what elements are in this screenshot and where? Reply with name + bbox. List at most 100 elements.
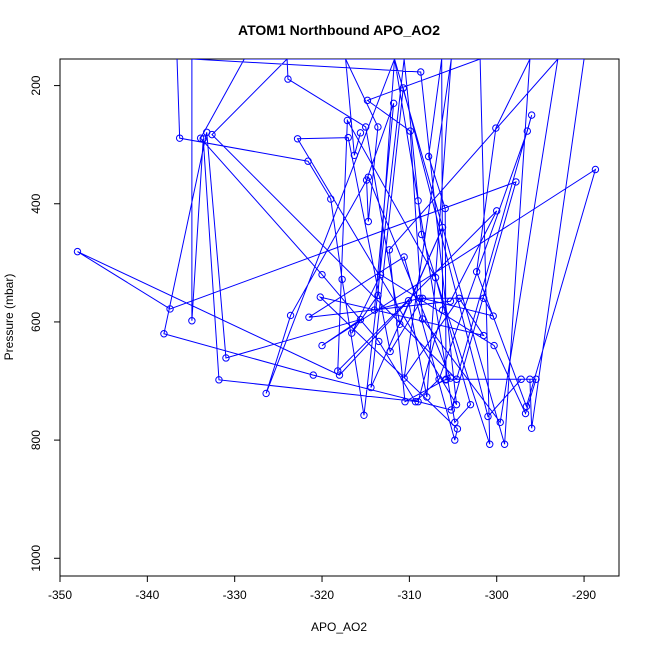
data-point — [363, 96, 372, 105]
chart-title: ATOM1 Northbound APO_AO2 — [238, 22, 440, 38]
y-tick-label: 800 — [29, 430, 43, 450]
data-point — [293, 135, 302, 143]
data-point — [318, 270, 326, 279]
data-point — [447, 406, 455, 414]
data-point — [73, 247, 82, 256]
data-point — [472, 268, 481, 276]
data-point — [344, 133, 352, 142]
data-point — [304, 157, 312, 165]
data-point — [418, 315, 427, 323]
data-point — [374, 291, 382, 300]
data-point — [417, 68, 425, 76]
data-point — [399, 84, 407, 92]
data-point — [188, 317, 196, 325]
data-point — [417, 230, 426, 239]
data-point — [309, 371, 317, 379]
data-point — [521, 409, 530, 418]
data-point — [591, 165, 600, 174]
data-point — [175, 134, 184, 142]
y-tick-label: 400 — [29, 193, 43, 213]
plot-area — [73, 59, 600, 448]
data-point — [423, 393, 431, 401]
x-tick-label: -330 — [223, 588, 247, 602]
y-tick-label: 600 — [29, 312, 43, 332]
data-point — [424, 152, 433, 161]
data-point — [496, 418, 504, 427]
data-point — [404, 296, 413, 305]
data-point — [370, 306, 379, 314]
data-point — [416, 294, 424, 302]
data-point — [479, 294, 488, 302]
x-tick-label: -320 — [310, 588, 334, 602]
data-point — [455, 294, 463, 302]
data-point — [362, 123, 370, 131]
data-point — [335, 371, 344, 379]
data-point — [438, 223, 447, 232]
data-point — [517, 375, 525, 383]
data-point — [389, 99, 398, 108]
data-point — [362, 176, 371, 184]
data-point — [203, 128, 211, 136]
data-point — [486, 440, 494, 448]
data-point — [215, 376, 223, 384]
data-point — [479, 331, 488, 340]
data-point — [414, 398, 422, 406]
data-point — [466, 400, 475, 409]
data-point — [527, 424, 536, 432]
x-tick-label: -300 — [485, 588, 509, 602]
data-point — [396, 320, 404, 328]
data-point — [452, 400, 461, 409]
data-point — [305, 313, 313, 321]
data-point — [435, 375, 443, 383]
data-point — [338, 275, 346, 284]
y-tick-label: 200 — [29, 75, 43, 95]
data-point — [356, 129, 365, 137]
x-tick-label: -340 — [135, 588, 159, 602]
x-axis: -350 -340 -330 -320 -310 -300 -290 — [48, 576, 596, 602]
data-point — [500, 440, 509, 448]
data-point — [523, 127, 531, 135]
data-point — [160, 330, 168, 338]
data-point — [400, 374, 408, 382]
data-point — [222, 354, 230, 362]
data-point — [532, 375, 540, 383]
data-point — [442, 376, 450, 384]
data-point — [492, 124, 500, 132]
data-point — [356, 315, 365, 324]
data-point — [284, 75, 292, 83]
data-point — [484, 412, 492, 421]
data-point — [318, 341, 326, 350]
data-point — [350, 151, 359, 160]
data-point — [348, 329, 356, 337]
data-point — [374, 123, 382, 131]
data-point — [400, 253, 408, 261]
data-point — [414, 197, 422, 205]
data-point — [406, 127, 414, 135]
y-tick-label: 1000 — [29, 545, 43, 572]
data-point — [262, 389, 270, 398]
data-point — [367, 383, 375, 392]
data-point — [451, 418, 459, 427]
series-line — [77, 59, 597, 445]
data-point — [441, 204, 449, 213]
data-point — [411, 398, 420, 406]
data-point — [522, 402, 531, 411]
data-point — [493, 207, 501, 215]
y-axis: 200 400 600 800 1000 — [29, 75, 60, 572]
data-point — [166, 305, 174, 313]
data-point — [316, 293, 324, 301]
data-point — [438, 306, 447, 314]
data-point — [451, 436, 459, 444]
data-point — [360, 411, 368, 419]
data-point — [375, 337, 383, 346]
data-point — [401, 398, 409, 406]
x-tick-label: -350 — [48, 588, 72, 602]
data-point — [385, 246, 393, 254]
x-axis-label: APO_AO2 — [311, 620, 367, 634]
data-point — [376, 270, 385, 279]
data-point — [431, 273, 440, 282]
x-tick-label: -310 — [397, 588, 421, 602]
data-point — [334, 367, 342, 375]
x-tick-label: -290 — [572, 588, 596, 602]
data-point — [199, 135, 207, 143]
